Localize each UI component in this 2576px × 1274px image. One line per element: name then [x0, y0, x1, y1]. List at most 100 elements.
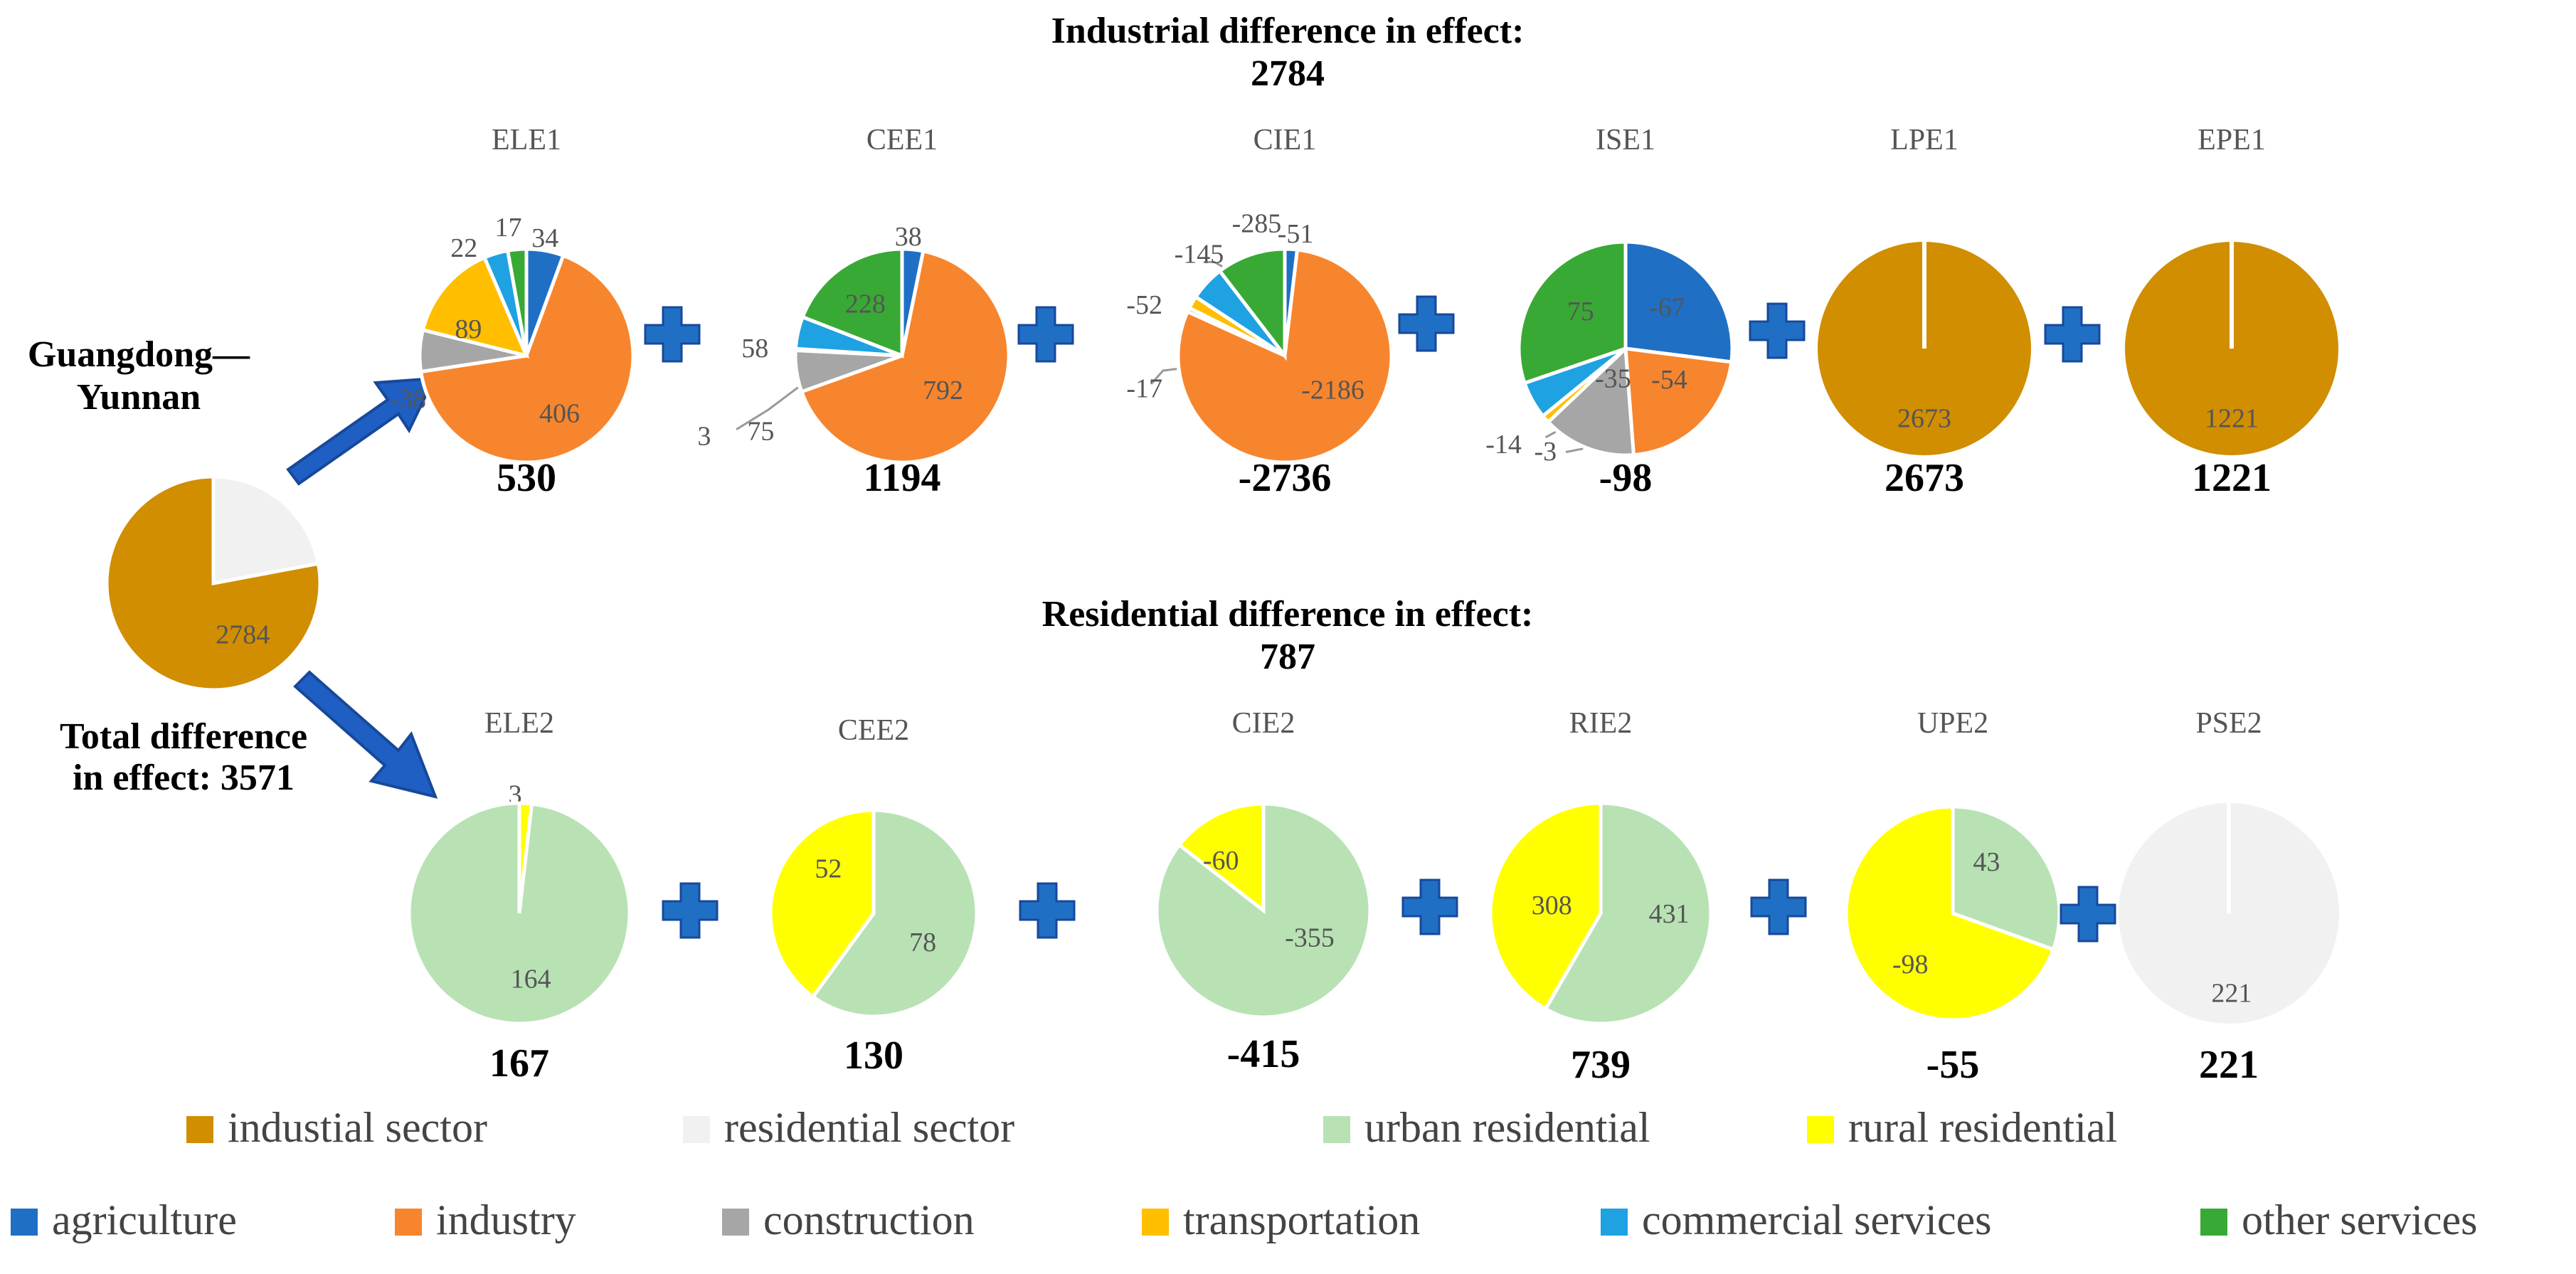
industrial-title-value: 2784: [1251, 53, 1325, 94]
legend-label-residential-sector: residential sector: [724, 1104, 1014, 1151]
pie-ise1-slice-industry: [1623, 346, 1734, 457]
pie-ise1-slice-construction: [1545, 344, 1636, 457]
pie-cie1-label-other-services: -285: [1232, 209, 1282, 239]
pie-cee1-label-agriculture: 38: [895, 222, 922, 252]
total-label-line2: in effect: 3571: [73, 758, 295, 798]
legend-swatch-residential-sector: [683, 1116, 710, 1143]
pie-lpe1-label-industial-sector: 2673: [1897, 404, 1951, 434]
legend-label-industry: industry: [436, 1196, 576, 1243]
pie-cee2-label-urban-residential: 78: [909, 928, 936, 957]
pie-lpe1-title: LPE1: [1890, 124, 1958, 156]
pie-epe1-label-industial-sector: 1221: [2205, 404, 2259, 434]
pie-cie2-slice-rural-residential: [1177, 802, 1266, 915]
pie-cie1-slice-other-services: [1217, 247, 1287, 361]
pie-cie2-label-rural-residential: -60: [1203, 846, 1239, 876]
legend-label-construction: construction: [763, 1196, 975, 1243]
legend-swatch-urban-residential: [1323, 1116, 1350, 1143]
pie-ise1-label-industry: -54: [1651, 365, 1687, 395]
legend-swatch-agriculture: [11, 1209, 38, 1236]
legend-swatch-industial-sector: [186, 1116, 213, 1143]
pie-cee1-label-transportation: 3: [697, 421, 711, 451]
pie-cie2: -355 -60 CIE2 -415: [1155, 707, 1372, 1076]
pie-upe2: 43 -98 UPE2 -55: [1844, 707, 2062, 1087]
pie-total-label-industial-sector: 2784: [216, 620, 270, 649]
pie-ise1-leader-transportation: [1565, 447, 1584, 453]
industrial-title: Industrial difference in effect:: [1051, 11, 1525, 51]
pie-lpe1-total: 2673: [1885, 456, 1964, 500]
legend-label-urban-residential: urban residential: [1364, 1104, 1650, 1151]
plus-icon: [2044, 306, 2101, 363]
pie-ele1-slice-transportation: [420, 255, 530, 359]
plus-icon: [1750, 878, 1807, 935]
pie-ise1-label-agriculture: -67: [1649, 293, 1685, 323]
pie-cee1-label-commercial-services: 58: [741, 334, 768, 363]
pie-cie2-label-urban-residential: -355: [1285, 923, 1335, 953]
pie-ele1-label-other-services: 17: [495, 213, 522, 243]
plus-icon: [662, 882, 719, 939]
plus-signs: [644, 295, 2116, 943]
plus-icon: [1019, 882, 1076, 939]
pie-ise1-label-commercial-services: -14: [1485, 430, 1522, 460]
legend-swatch-construction: [722, 1209, 749, 1236]
plus-icon: [1398, 295, 1455, 352]
pie-cee2-title: CEE2: [838, 714, 909, 747]
pie-ele1-label-agriculture: 34: [531, 223, 558, 253]
pie-upe2-slice-urban-residential: [1951, 805, 2062, 952]
arrow-to-industrial-icon: [286, 376, 437, 486]
pie-cie1: -51 -2186 -17 -52 -145 -285 CIE1 -2736: [1126, 124, 1394, 500]
pie-pse2-total: 221: [2199, 1043, 2259, 1087]
pie-cee1-label-other-services: 228: [845, 289, 886, 319]
pie-pse2: 221 PSE2 221: [2119, 707, 2339, 1087]
pie-ele1-slice-industry: [418, 253, 635, 465]
pie-ise1-slice-other-services: [1517, 240, 1628, 386]
pie-ele1-label-transportation: 89: [455, 314, 482, 344]
pie-cee2-slice-rural-residential: [768, 808, 876, 999]
legend-swatch-transportation: [1142, 1209, 1169, 1236]
plus-icon: [644, 306, 701, 363]
pie-cee1-slice-industry: [799, 249, 1011, 465]
pie-upe2-slice-rural-residential: [1844, 805, 2056, 1022]
legend-label-rural-residential: rural residential: [1848, 1104, 2117, 1151]
pie-upe2-total: -55: [1926, 1043, 1980, 1087]
pie-epe1: 1221 EPE1 1221: [2125, 124, 2338, 500]
pie-rie2-slice-rural-residential: [1488, 801, 1603, 1012]
pie-cie1-label-agriculture: -51: [1278, 219, 1314, 249]
region-label-line2: Yunnan: [77, 377, 201, 418]
pie-ise1-slice-agriculture: [1623, 240, 1734, 364]
pie-rie2-title: RIE2: [1569, 707, 1633, 740]
pie-ele2-title: ELE2: [484, 707, 554, 740]
pie-ele1-label-industry: 406: [539, 399, 580, 429]
legend-label-other-services: other services: [2242, 1196, 2478, 1243]
legend-swatch-commercial-services: [1601, 1209, 1628, 1236]
pie-rie2: 431 308 RIE2 739: [1488, 707, 1713, 1087]
pie-total-slice-industial-sector: [105, 474, 322, 692]
legend-swatch-other-services: [2200, 1209, 2227, 1236]
pie-ele1-label-construction: -38: [390, 385, 426, 415]
pie-epe1-total: 1221: [2192, 456, 2272, 500]
pie-total-slice-residential-sector: [211, 474, 321, 586]
pie-lpe1: 2673 LPE1 2673: [1818, 124, 2031, 500]
pie-epe1-title: EPE1: [2198, 124, 2266, 156]
plus-icon: [2060, 886, 2116, 943]
pie-upe2-label-urban-residential: 43: [1973, 847, 2000, 877]
pie-cee1-label-construction: 75: [747, 417, 774, 447]
pie-cie1-title: CIE1: [1253, 124, 1317, 156]
pie-rie2-label-rural-residential: 308: [1532, 891, 1572, 920]
pie-cie2-total: -415: [1227, 1032, 1300, 1076]
pie-rie2-total: 739: [1571, 1043, 1631, 1087]
pie-ise1-label-transportation: -3: [1535, 437, 1557, 467]
pie-ise1-title: ISE1: [1596, 124, 1655, 156]
pie-ele1-label-commercial-services: 22: [450, 233, 477, 263]
pie-pse2-title: PSE2: [2195, 707, 2262, 740]
plus-icon: [1017, 306, 1074, 363]
pie-upe2-label-rural-residential: -98: [1892, 950, 1929, 980]
legend-label-commercial-services: commercial services: [1642, 1196, 1991, 1243]
pie-ele2-label-urban-residential: 164: [511, 965, 551, 994]
residential-title: Residential difference in effect:: [1042, 594, 1534, 635]
pie-cie1-total: -2736: [1239, 456, 1332, 500]
pie-ele2-slice-urban-residential: [407, 801, 632, 1026]
pie-cee1-title: CEE1: [866, 124, 938, 156]
plus-icon: [1401, 878, 1458, 935]
pie-cee2-slice-urban-residential: [810, 808, 979, 1019]
pie-ele1: 34 406 -38 89 22 17 ELE1 530: [390, 124, 635, 500]
